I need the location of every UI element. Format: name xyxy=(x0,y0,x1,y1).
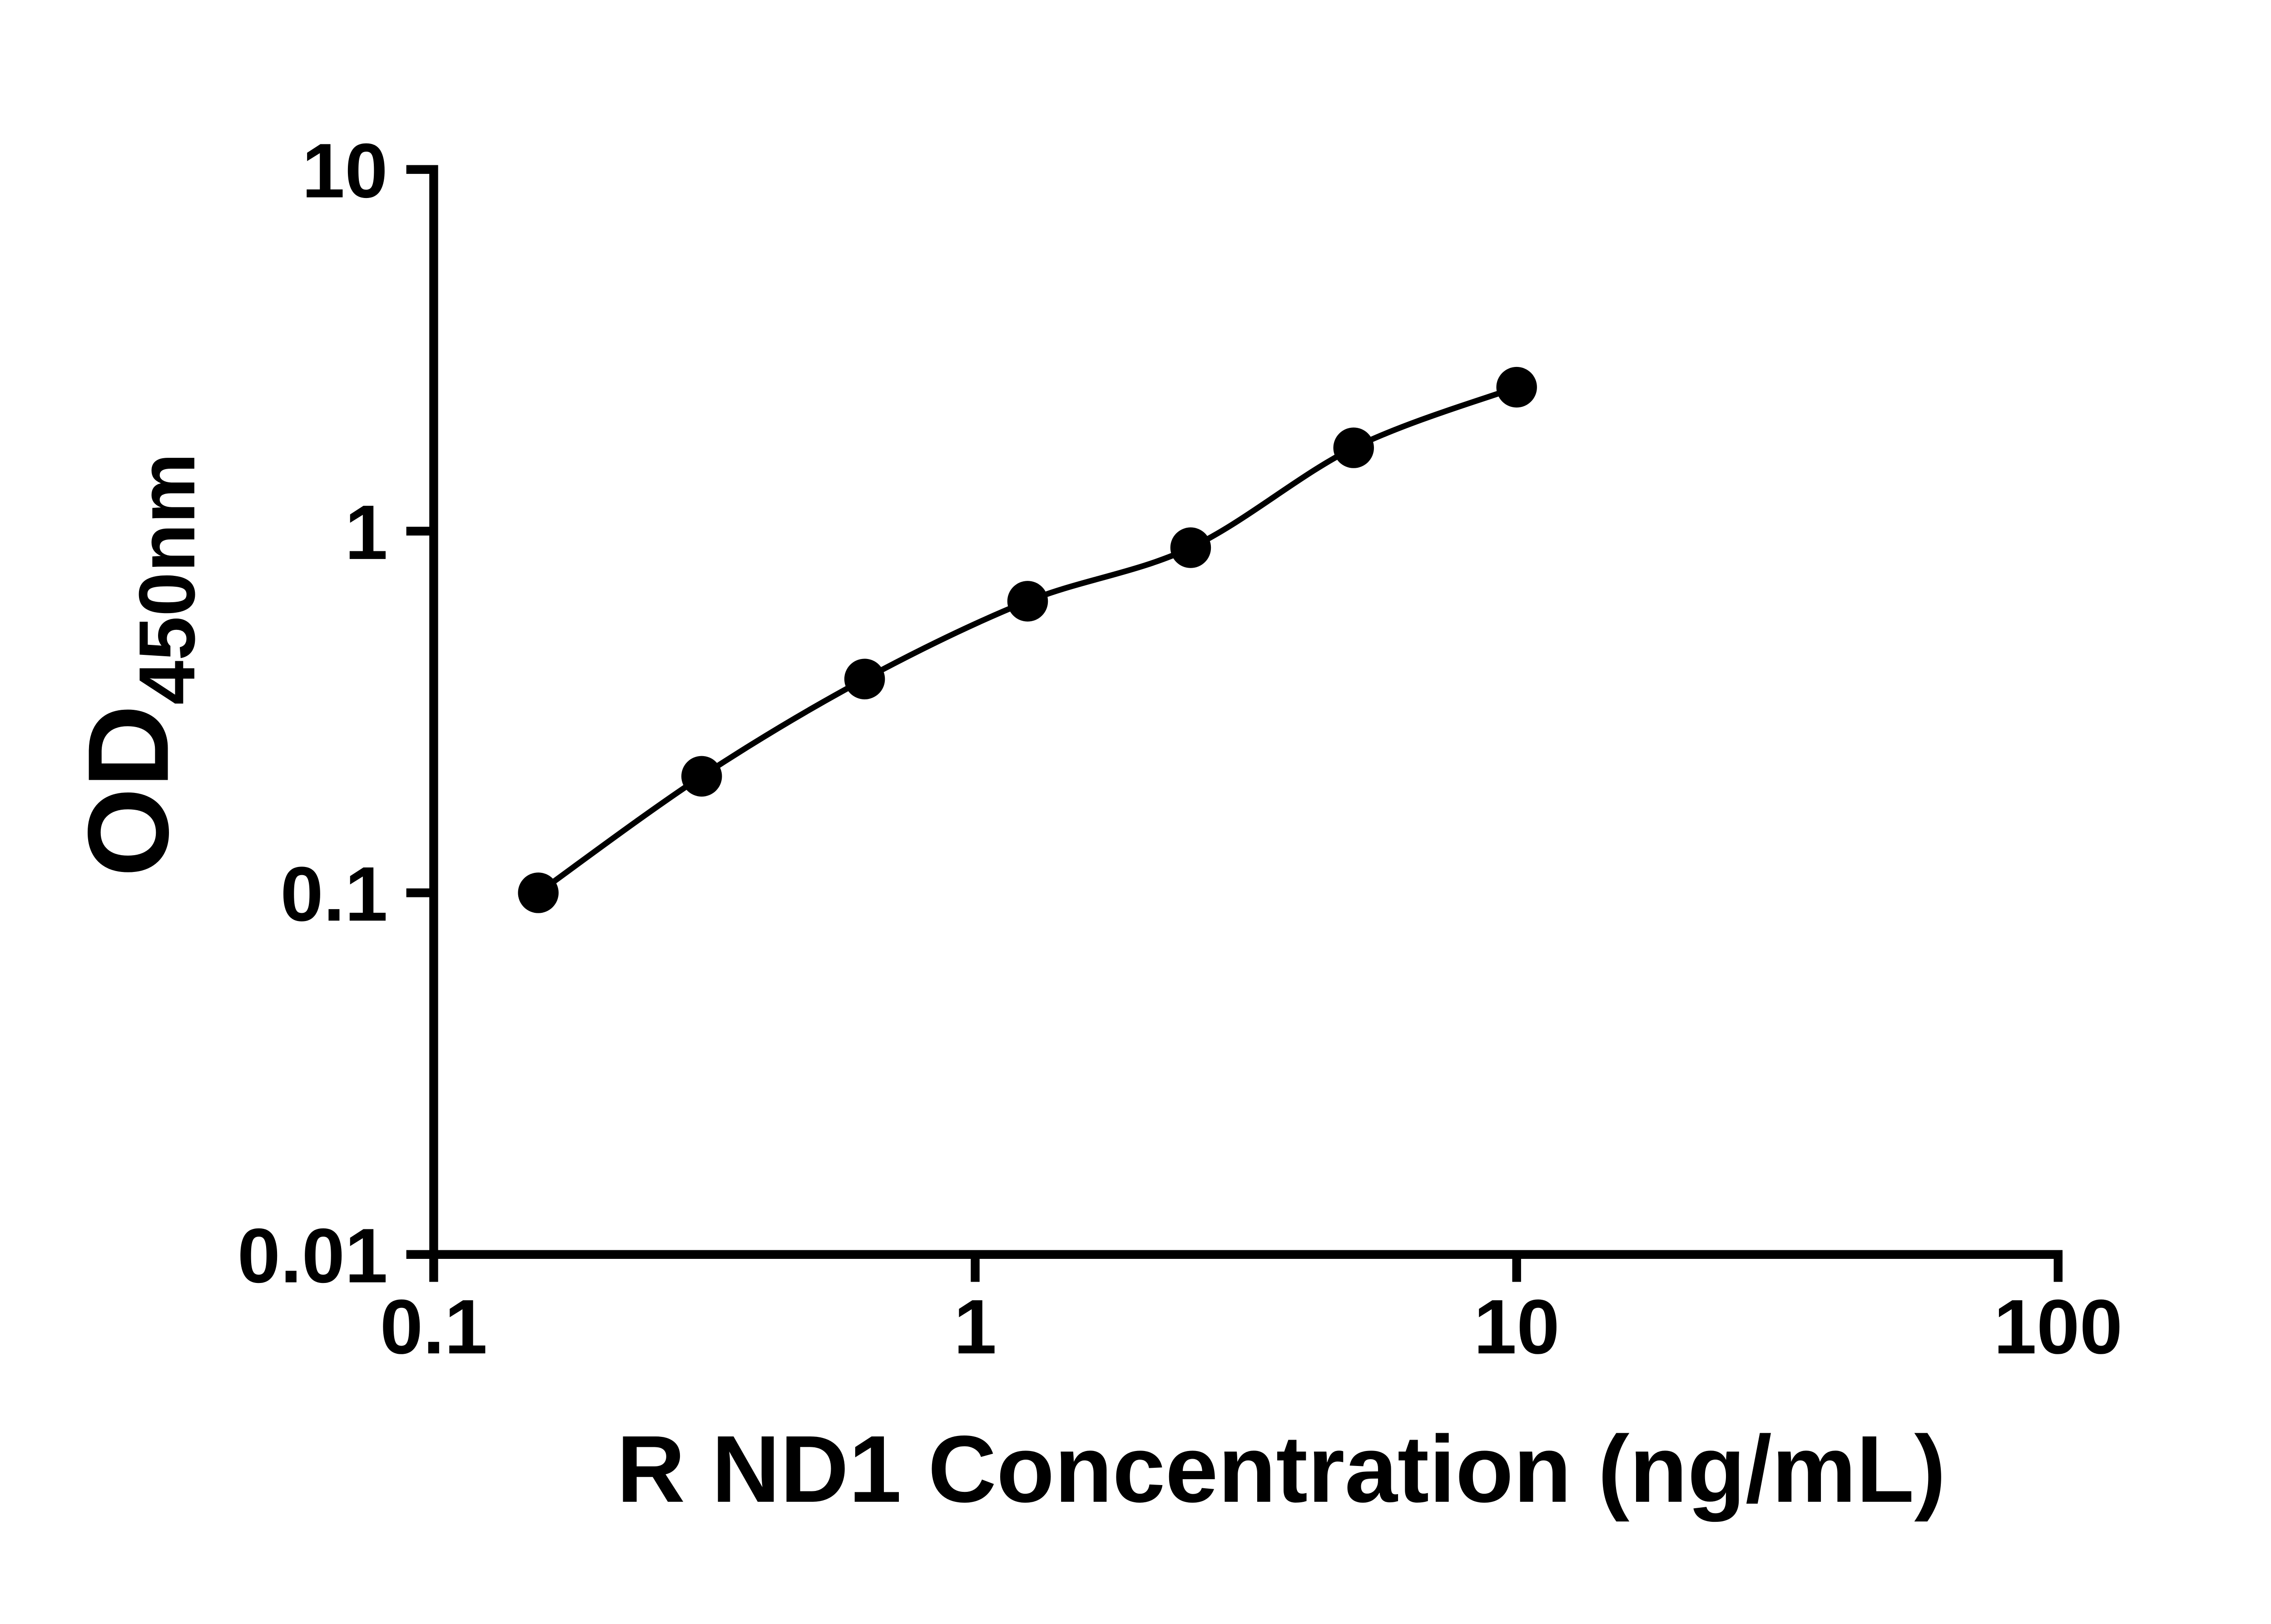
y-axis-tick-label: 0.01 xyxy=(238,1213,388,1299)
y-axis-tick-label: 1 xyxy=(345,490,388,576)
x-axis-title: R ND1 Concentration (ng/mL) xyxy=(617,1416,1946,1522)
y-axis-tick-label: 10 xyxy=(302,128,387,214)
data-point-marker xyxy=(1170,527,1211,568)
x-axis-tick-label: 1 xyxy=(954,1284,997,1370)
y-axis-title-base: OD xyxy=(64,705,193,877)
data-point-marker xyxy=(681,756,722,797)
y-axis-tick-label: 0.1 xyxy=(280,851,388,937)
fit-line xyxy=(536,384,1518,896)
axis-spines xyxy=(429,165,2063,1259)
data-point-marker xyxy=(1333,427,1374,468)
data-point-marker xyxy=(1007,581,1048,622)
x-axis-tick-label: 10 xyxy=(1474,1284,1560,1370)
data-point-marker xyxy=(518,872,559,913)
data-point-marker xyxy=(1496,366,1537,408)
data-point-marker xyxy=(844,659,885,699)
x-axis-tick-label: 0.1 xyxy=(380,1284,488,1370)
y-axis-title: OD450nm xyxy=(64,453,212,877)
y-axis-title-subscript: 450nm xyxy=(123,453,212,705)
x-axis-tick-label: 100 xyxy=(1993,1284,2122,1370)
